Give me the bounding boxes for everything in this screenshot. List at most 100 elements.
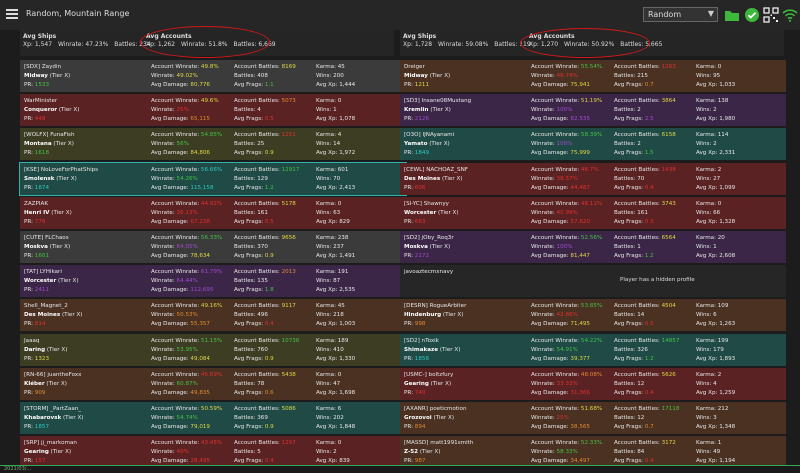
ship-battles-label: Battles: xyxy=(614,380,636,387)
player-row[interactable]: [SRP] jj_markoman Gearing (Tier X) PR: 157… xyxy=(20,436,406,469)
ship-battles: Battles: 12 xyxy=(614,415,644,421)
player-row[interactable]: Dreiger Midway (Tier X) PR: 1211 Account Wi… xyxy=(400,60,786,92)
player-row[interactable]: [KSE] NoLoveForPhatShips Smolensk (Tier X… xyxy=(19,161,407,196)
player-row[interactable]: [SD2] nToxik Shimakaze (Tier X) PR: 1856 Ac… xyxy=(400,333,786,366)
karma: Karma: 238 xyxy=(316,235,348,241)
player-row[interactable]: Shell_Magnet_2 Des Moines (Tier X) PR: 814… xyxy=(20,299,406,332)
account-winrate-value: 53.85% xyxy=(580,303,603,310)
ship-tier: (Tier X) xyxy=(51,209,72,216)
account-battles-label: Account Battles: xyxy=(614,303,660,310)
ship-battles-label: Battles: xyxy=(614,346,636,353)
avg-damage-label: Avg Damage: xyxy=(151,82,189,88)
avg-xp-value: 1,328 xyxy=(719,218,736,225)
account-battles-value: 8169 xyxy=(281,64,296,70)
karma-value: 4 xyxy=(337,132,342,139)
avg-damage: Avg Damage: 112,695 xyxy=(151,287,214,293)
karma-label: Karma: xyxy=(696,200,716,207)
ship-winrate-value: 25% xyxy=(556,414,569,421)
wins-value: 410 xyxy=(333,346,344,353)
ship-name-value: Des Moines xyxy=(404,175,441,182)
ship-name: Worcester (Tier X) xyxy=(24,278,79,284)
avg-frags-value: 1.2 xyxy=(644,252,654,259)
account-battles-label: Account Battles: xyxy=(614,166,660,173)
account-winrate-value: 45.69% xyxy=(200,371,223,378)
avg-damage: Avg Damage: 31,366 xyxy=(531,390,590,396)
player-row[interactable]: [AXANR] poeticmotion Grozovoi (Tier X) PR:… xyxy=(400,401,786,434)
ship-tier: (Tier X) xyxy=(53,141,74,148)
account-winrate-value: 49.16% xyxy=(200,303,223,310)
ship-winrate-value: 60.87% xyxy=(176,380,198,387)
ship-winrate-value: 50.53% xyxy=(176,312,198,319)
player-row[interactable]: [RN-66] juantheFoxx Kléber (Tier X) PR: 90… xyxy=(20,367,406,400)
player-row[interactable]: [USMC-] boltzfury Gearing (Tier X) PR: 740… xyxy=(400,367,786,400)
ship-winrate-value: 64.44% xyxy=(176,278,198,285)
qr-icon[interactable] xyxy=(763,7,779,23)
karma: Karma: 191 xyxy=(316,269,348,275)
avg-frags: Avg Frags: 1.2 xyxy=(614,356,654,362)
ship-winrate-value: 53.95% xyxy=(176,346,198,353)
avg-damage: Avg Damage: 67,238 xyxy=(151,219,210,225)
ship-winrate-label: Winrate: xyxy=(531,380,555,387)
ship-winrate: Winrate: 64.05% xyxy=(151,244,198,250)
player-row[interactable]: [STORM] _PartZaan_ Khabarovsk (Tier X) PR:… xyxy=(20,401,406,434)
player-row[interactable]: [CEWL] NACHOAZ_SNF Des Moines (Tier X) PR:… xyxy=(400,162,786,195)
player-row[interactable]: [TAT] LYHikari Worcester (Tier X) PR: 2411… xyxy=(20,265,406,298)
ship-tier: (Tier X) xyxy=(429,73,451,79)
player-row[interactable]: [SD3] Insane08Mustang Kremlin (Tier X) PR:… xyxy=(400,94,786,127)
player-row[interactable]: [SD2] jOby_Roq3r Moskva (Tier X) PR: 2172 A… xyxy=(400,230,786,263)
avg-xp-label: Avg Xp: xyxy=(316,287,338,294)
ship-winrate-label: Winrate: xyxy=(531,243,555,250)
ship-tier: (Tier X) xyxy=(50,449,72,456)
ship-winrate-value: 54.91% xyxy=(556,346,578,353)
player-row[interactable]: [SI-YC] Shawnyy Worcester (Tier X) PR: 663… xyxy=(400,196,786,229)
karma: Karma: 109 xyxy=(696,303,728,309)
player-row[interactable]: javoaztecmxnavy Player has a hidden profi… xyxy=(400,265,786,298)
wins-label: Wins: xyxy=(696,209,712,216)
account-winrate-value: 48.08% xyxy=(580,371,603,378)
mode-select[interactable]: Random ▼ xyxy=(643,7,718,22)
player-row[interactable]: [O3O] IJNAyanami Yamato (Tier X) PR: 1849 A… xyxy=(400,128,786,161)
avg-ships-stats: Xp: 1,728 Winrate: 59.08% Battles: 119 xyxy=(403,41,531,48)
player-row[interactable]: Jaaaq Daring (Tier X) PR: 1323 Account Winr… xyxy=(20,333,406,366)
player-row[interactable]: [SDX] Zaydin Midway (Tier X) PR: 1533 Accou… xyxy=(20,60,406,92)
folder-icon[interactable] xyxy=(724,7,740,23)
account-winrate: Account Winrate: 54.22% xyxy=(531,338,602,344)
account-winrate: Account Winrate: 44.92% xyxy=(151,201,222,207)
account-winrate-value: 46.11% xyxy=(580,200,603,207)
check-icon[interactable] xyxy=(744,7,760,23)
ship-name: Kremlin (Tier X) xyxy=(404,107,451,113)
player-row[interactable]: [DESRN] RogueArbiter Hindenburg (Tier X) P… xyxy=(400,299,786,332)
karma: Karma: 601 xyxy=(316,167,348,173)
player-row[interactable]: WarMinister Conqueror (Tier X) PR: 448 Acco… xyxy=(20,94,406,127)
ship-name-value: Grozovoi xyxy=(404,414,432,421)
account-winrate-value: 54.22% xyxy=(580,337,603,344)
wifi-icon[interactable] xyxy=(782,7,798,23)
ship-name: Z-52 (Tier X) xyxy=(404,449,440,455)
player-row[interactable]: [CUTE] FLChaos Moskva (Tier X) PR: 1601 Acc… xyxy=(20,230,406,263)
player-name: [MASSD] matt1991smith xyxy=(404,440,474,447)
ship-winrate: Winrate: 46.74% xyxy=(531,73,578,79)
avg-frags-value: 0.9 xyxy=(264,423,274,430)
player-name: WarMinister xyxy=(24,98,58,105)
hidden-profile-text: Player has a hidden profile xyxy=(620,277,695,284)
avg-damage-value: 115,158 xyxy=(190,184,214,191)
account-winrate: Account Winrate: 52.56% xyxy=(531,235,602,241)
karma-label: Karma: xyxy=(696,405,716,412)
player-rating-value: 1533 xyxy=(34,82,50,88)
avg-frags: Avg Frags: 0.4 xyxy=(614,458,654,464)
account-battles: Account Battles: 3743 xyxy=(614,201,676,207)
player-rating: PR: 2411 xyxy=(24,287,49,293)
menu-icon[interactable] xyxy=(6,9,18,19)
avg-frags-label: Avg Frags: xyxy=(614,458,644,465)
wins: Wins: 95 xyxy=(696,73,720,79)
player-row[interactable]: [WOLFX] FunaFish Montana (Tier X) PR: 1618… xyxy=(20,128,406,161)
wins-label: Wins: xyxy=(316,243,332,250)
account-winrate-value: 46.7% xyxy=(580,166,599,173)
avg-xp-value: 1,491 xyxy=(339,252,356,259)
karma-label: Karma: xyxy=(316,303,336,310)
player-row[interactable]: ZAZPIAK Henri IV (Tier X) PR: 776 Account W… xyxy=(20,196,406,229)
ship-winrate-label: Winrate: xyxy=(151,243,175,250)
player-row[interactable]: [MASSD] matt1991smith Z-52 (Tier X) PR: 98… xyxy=(400,436,786,469)
wins-label: Wins: xyxy=(316,346,332,353)
wins: Wins: 410 xyxy=(316,347,344,353)
